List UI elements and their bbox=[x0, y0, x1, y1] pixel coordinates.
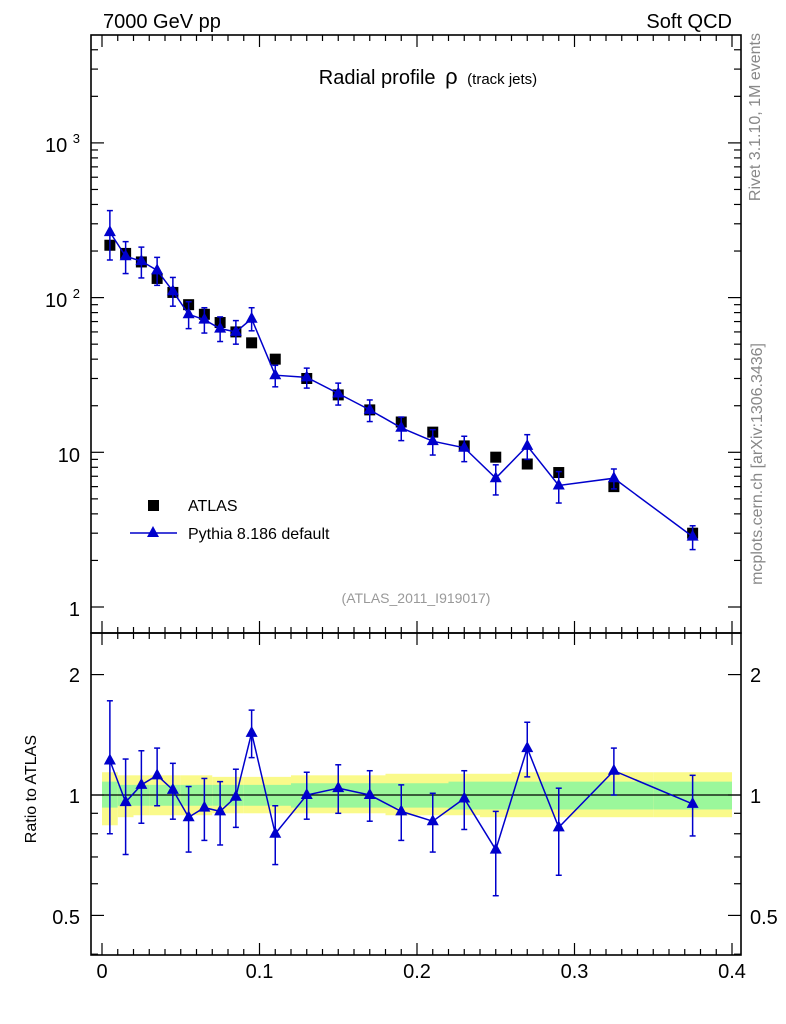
ratio-data-point bbox=[229, 789, 242, 801]
ratio-data-point bbox=[395, 804, 408, 816]
ratio-data-point bbox=[198, 800, 211, 812]
ratio-data-point bbox=[363, 788, 376, 799]
legend: ATLAS Pythia 8.186 default bbox=[130, 498, 330, 543]
x-tick-label-0: 0 bbox=[96, 961, 107, 983]
ratio-data-point bbox=[300, 788, 313, 799]
main-y-label-1: 1 bbox=[69, 599, 80, 621]
main-y-label-100-exp: 2 bbox=[73, 286, 80, 301]
ratio-series-layer bbox=[103, 700, 699, 897]
ratio-data-point bbox=[135, 777, 148, 789]
main-axis-ticks bbox=[91, 35, 741, 633]
ratio-data-point bbox=[607, 763, 620, 775]
pythia-data-point bbox=[395, 420, 408, 432]
ratio-axis-ticks bbox=[91, 633, 741, 955]
pythia-data-point bbox=[119, 249, 132, 261]
pythia-data-point bbox=[229, 324, 242, 336]
ratio-data-point bbox=[489, 842, 502, 854]
pythia-data-point bbox=[607, 471, 620, 483]
atlas-data-point bbox=[246, 337, 258, 349]
ratio-y-label-2-left: 2 bbox=[69, 665, 80, 687]
pythia-data-point bbox=[182, 307, 195, 319]
pythia-data-point bbox=[489, 471, 502, 483]
atlas-data-point bbox=[490, 451, 502, 463]
main-y-tick-labels: 1 10 10 2 10 3 bbox=[45, 131, 80, 621]
pythia-data-point bbox=[166, 284, 179, 296]
ratio-data-point bbox=[151, 768, 164, 780]
ratio-plot-frame bbox=[90, 632, 742, 956]
pythia-data-point bbox=[552, 478, 565, 490]
main-title: Radial profile ρ (track jets) bbox=[319, 64, 537, 89]
x-tick-label-0-3: 0.3 bbox=[561, 961, 589, 983]
main-y-label-10: 10 bbox=[58, 445, 80, 467]
pythia-data-point bbox=[458, 440, 471, 452]
main-title-suffix: (track jets) bbox=[467, 71, 537, 88]
atlas-data-point bbox=[521, 458, 533, 470]
main-y-label-1000-exp: 3 bbox=[73, 131, 80, 146]
pythia-data-point bbox=[103, 225, 116, 237]
ratio-data-point bbox=[245, 725, 258, 737]
ratio-y-label-1-right: 1 bbox=[750, 786, 761, 808]
legend-pythia-marker bbox=[147, 526, 159, 537]
pythia-data-point bbox=[269, 368, 282, 380]
pythia-data-point bbox=[521, 438, 534, 450]
pythia-data-point bbox=[135, 254, 148, 266]
ratio-y-label-1-left: 1 bbox=[69, 786, 80, 808]
legend-atlas-marker bbox=[148, 500, 159, 511]
pythia-data-point bbox=[426, 434, 439, 446]
header-left-label: 7000 GeV pp bbox=[103, 11, 221, 33]
pythia-data-point bbox=[198, 312, 211, 324]
x-tick-label-0-2: 0.2 bbox=[403, 961, 431, 983]
ratio-y-label-2-right: 2 bbox=[750, 665, 761, 687]
ratio-y-axis-title: Ratio to ATLAS bbox=[23, 735, 40, 843]
ratio-data-point bbox=[686, 796, 699, 808]
pythia-data-point bbox=[245, 311, 258, 323]
main-series-layer bbox=[103, 209, 699, 551]
mcplots-label: mcplots.cern.ch [arXiv:1306.3436] bbox=[749, 343, 766, 585]
x-tick-label-0-1: 0.1 bbox=[246, 961, 274, 983]
ratio-y-tick-labels: 0.5 1 2 0.5 1 2 bbox=[52, 665, 778, 929]
ratio-data-point bbox=[521, 741, 534, 753]
rivet-version-label: Rivet 3.1.10, 1M events bbox=[747, 33, 764, 201]
ratio-data-point bbox=[332, 781, 345, 793]
ratio-data-point bbox=[214, 804, 227, 816]
legend-pythia-label: Pythia 8.186 default bbox=[188, 526, 330, 543]
ratio-data-point bbox=[166, 782, 179, 794]
analysis-reference: (ATLAS_2011_I919017) bbox=[342, 590, 491, 606]
ratio-data-point bbox=[458, 791, 471, 803]
x-tick-labels: 0 0.1 0.2 0.3 0.4 bbox=[96, 961, 745, 983]
pythia-data-point bbox=[363, 402, 376, 414]
atlas-data-point bbox=[269, 353, 281, 365]
pythia-data-point bbox=[151, 263, 164, 275]
main-y-label-100-base: 10 bbox=[45, 290, 67, 312]
ratio-line bbox=[109, 732, 693, 852]
header-right-label: Soft QCD bbox=[646, 11, 732, 33]
main-title-symbol: ρ bbox=[445, 64, 458, 89]
main-plot-frame bbox=[90, 34, 742, 634]
ratio-data-point bbox=[269, 826, 282, 838]
main-y-label-1000-base: 10 bbox=[45, 135, 67, 157]
pythia-data-point bbox=[332, 386, 345, 398]
ratio-data-point bbox=[119, 795, 132, 807]
pythia-line bbox=[109, 231, 694, 538]
legend-atlas-label: ATLAS bbox=[188, 498, 238, 515]
pythia-data-point bbox=[300, 370, 313, 382]
ratio-data-point bbox=[552, 820, 565, 832]
main-y-label-1000: 10 3 bbox=[45, 131, 80, 157]
ratio-data-point bbox=[182, 810, 195, 822]
ratio-data-point bbox=[103, 753, 116, 765]
ratio-y-label-0-5-left: 0.5 bbox=[52, 907, 80, 929]
x-tick-label-0-4: 0.4 bbox=[718, 961, 746, 983]
ratio-data-point bbox=[426, 814, 439, 826]
main-y-label-100: 10 2 bbox=[45, 286, 80, 312]
main-title-text: Radial profile bbox=[319, 67, 436, 89]
pythia-data-point bbox=[686, 529, 699, 541]
ratio-y-label-0-5-right: 0.5 bbox=[750, 907, 778, 929]
pythia-data-point bbox=[214, 321, 227, 333]
